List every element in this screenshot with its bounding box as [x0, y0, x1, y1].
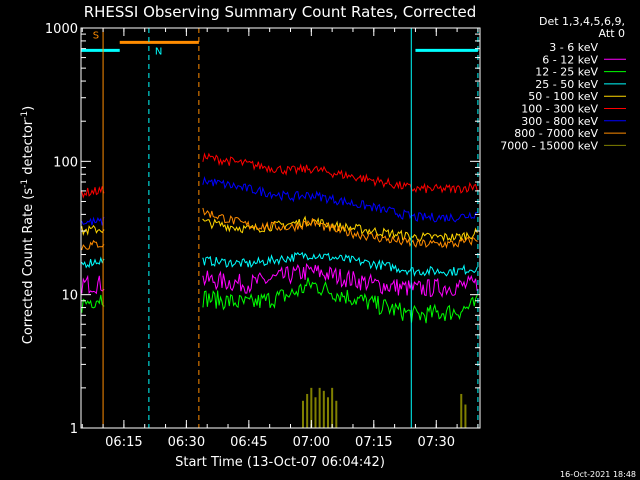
legend-entry-label: 3 - 6 keV — [549, 41, 598, 54]
x-tick-label: 07:30 — [418, 435, 455, 450]
series-12-25-kev — [81, 277, 478, 324]
plot-frame — [80, 27, 481, 429]
y-axis-label-sup2: -1 — [20, 111, 30, 120]
data-point — [202, 218, 204, 220]
data-point — [476, 231, 478, 233]
series-line — [81, 224, 105, 236]
data-point — [310, 387, 313, 428]
legend-entry: 300 - 800 keV — [521, 115, 626, 128]
legend-entry: 12 - 25 keV — [535, 66, 626, 79]
data-point — [306, 393, 309, 428]
series-layer — [81, 152, 478, 428]
data-point — [202, 160, 204, 162]
legend-entry: 3 - 6 keV — [549, 41, 626, 54]
legend-entry: 7000 - 15000 keV — [500, 139, 626, 152]
series-line — [81, 274, 105, 295]
y-tick-label: 10 — [61, 289, 78, 304]
data-point — [202, 306, 204, 308]
chart-title: RHESSI Observing Summary Count Rates, Co… — [84, 3, 477, 21]
series-line — [81, 239, 105, 250]
legend-entry-label: 800 - 7000 keV — [514, 127, 598, 140]
y-axis-label: Corrected Count Rate (s-1 detector-1) — [20, 106, 36, 344]
data-point — [331, 387, 334, 428]
flag-label-s: S — [93, 30, 99, 41]
data-point — [476, 289, 478, 291]
series-line — [202, 175, 478, 223]
legend-entry-label: 300 - 800 keV — [521, 115, 598, 128]
series-25-50-kev — [81, 251, 478, 277]
series-line — [81, 316, 105, 357]
legend-entry: 25 - 50 keV — [535, 78, 626, 91]
data-point — [318, 387, 321, 428]
series-line — [202, 251, 478, 277]
x-tick-label: 07:15 — [355, 435, 392, 450]
series-300-800-kev — [81, 175, 478, 226]
legend-entry: 6 - 12 keV — [542, 53, 626, 66]
series-line — [202, 208, 478, 250]
data-point — [476, 240, 478, 242]
x-tick-label: 06:15 — [105, 435, 142, 450]
data-point — [326, 397, 329, 428]
y-axis-label-close: ) — [21, 106, 36, 111]
legend-entry-label: 7000 - 15000 keV — [500, 139, 598, 152]
series-7000-15000-kev — [301, 387, 467, 428]
series-line — [202, 295, 478, 362]
legend-entry-label: 25 - 50 keV — [535, 78, 598, 91]
x-axis-label: Start Time (13-Oct-07 06:04:42) — [175, 455, 385, 470]
legend-entry-label: 12 - 25 keV — [535, 66, 598, 79]
data-point — [301, 400, 304, 428]
legend-entry-label: 50 - 100 keV — [528, 90, 598, 103]
annotation-layer: SN — [81, 28, 479, 428]
series-line — [202, 152, 478, 194]
y-axis-label-sup1: -1 — [20, 179, 30, 188]
data-point — [314, 397, 317, 428]
axes-layer: 1 10 100 1000 06:15 06:30 06:45 07:00 07:15 07:30 — [45, 22, 481, 450]
data-point — [464, 404, 467, 428]
data-point — [202, 183, 204, 185]
legend-header-line2: Att 0 — [599, 27, 625, 40]
series-line — [81, 186, 105, 199]
series-line — [202, 277, 478, 324]
x-tick-label: 07:00 — [293, 435, 330, 450]
x-tick-label: 06:30 — [168, 435, 205, 450]
series-line — [202, 263, 478, 298]
series-line — [81, 216, 105, 226]
data-point — [202, 275, 204, 277]
legend-entry: 100 - 300 keV — [521, 103, 626, 116]
data-point — [476, 189, 478, 191]
x-tick-label: 06:45 — [230, 435, 267, 450]
legend-entry-label: 100 - 300 keV — [521, 103, 598, 116]
data-point — [322, 390, 325, 428]
y-axis-label-main: Corrected Count Rate (s — [21, 188, 36, 345]
data-point — [202, 257, 204, 259]
y-axis-label-middle: detector — [21, 119, 36, 179]
legend-entry-label: 6 - 12 keV — [542, 53, 598, 66]
series-line — [81, 294, 105, 313]
y-tick-label: 100 — [53, 155, 78, 170]
svg-text:Corrected Count Rate (s-1 dete: Corrected Count Rate (s-1 detector-1) — [20, 106, 36, 344]
legend-header-line1: Det 1,3,4,5,6,9, — [539, 15, 625, 28]
series-line — [81, 256, 105, 269]
data-point — [202, 325, 204, 327]
data-point — [460, 393, 463, 428]
y-tick-label: 1000 — [45, 22, 78, 37]
y-tick-label: 1 — [70, 422, 78, 437]
legend-entry: 50 - 100 keV — [528, 90, 626, 103]
legend-entry: 800 - 7000 keV — [514, 127, 626, 140]
series-800-7000-kev — [81, 207, 478, 251]
data-point — [202, 207, 204, 210]
data-point — [476, 266, 478, 269]
data-point — [476, 211, 478, 213]
data-point — [335, 400, 338, 428]
footer-timestamp: 16-Oct-2021 18:48 — [560, 470, 636, 479]
flag-label-n: N — [155, 46, 162, 57]
